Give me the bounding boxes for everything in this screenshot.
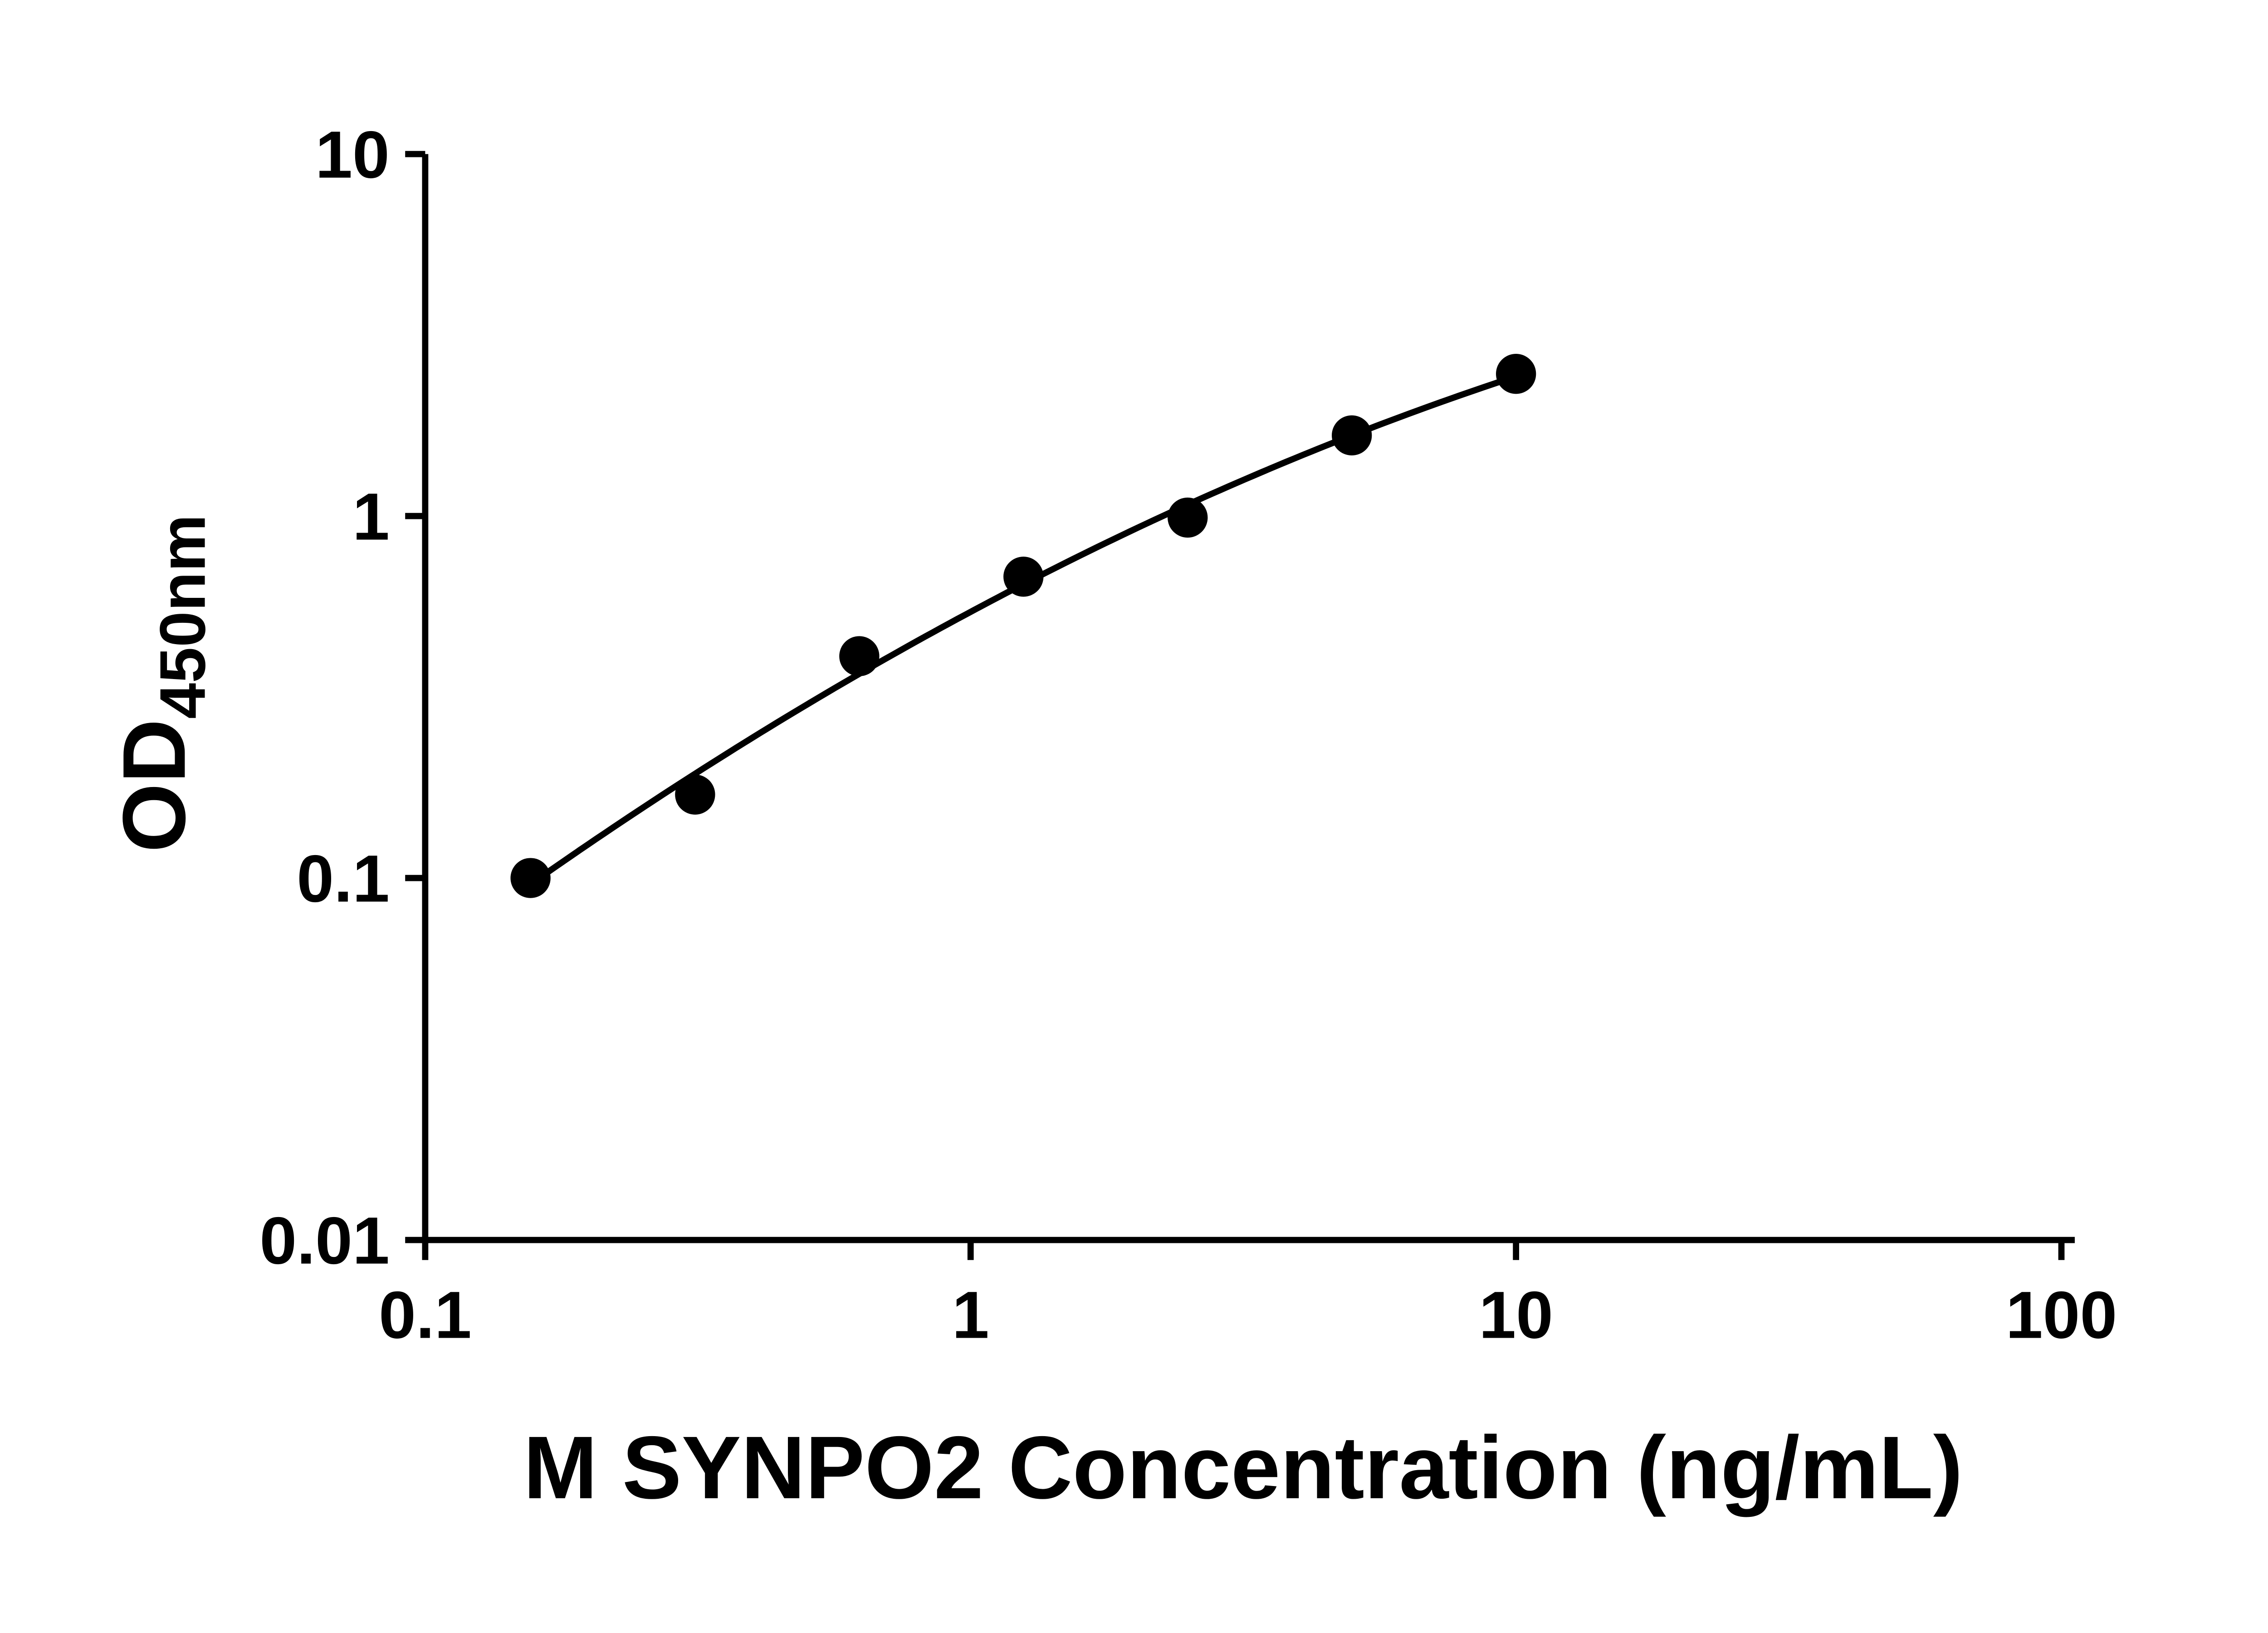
data-point bbox=[1496, 354, 1536, 394]
x-tick-label: 100 bbox=[2006, 1278, 2117, 1353]
fit-curve bbox=[528, 373, 1517, 887]
y-tick-label: 1 bbox=[352, 480, 390, 554]
x-tick-label: 0.1 bbox=[379, 1278, 472, 1353]
y-axis-title-main: OD bbox=[104, 719, 204, 852]
data-point bbox=[510, 858, 551, 898]
x-axis-title: M SYNPO2 Concentration (ng/mL) bbox=[523, 1418, 1963, 1517]
data-point bbox=[1168, 497, 1208, 538]
data-point bbox=[839, 636, 880, 676]
x-tick-label: 1 bbox=[952, 1278, 989, 1353]
data-point bbox=[1332, 415, 1372, 456]
y-tick-label: 0.1 bbox=[297, 842, 390, 916]
axis-lines bbox=[422, 154, 2075, 1243]
data-point bbox=[1003, 557, 1044, 597]
y-axis-title: OD450nm bbox=[104, 514, 219, 852]
x-tick-label: 10 bbox=[1479, 1278, 1553, 1353]
y-axis-title-subscript: 450nm bbox=[147, 514, 219, 719]
y-tick-label: 10 bbox=[315, 118, 390, 192]
y-tick-label: 0.01 bbox=[259, 1204, 390, 1278]
data-point bbox=[675, 774, 715, 815]
